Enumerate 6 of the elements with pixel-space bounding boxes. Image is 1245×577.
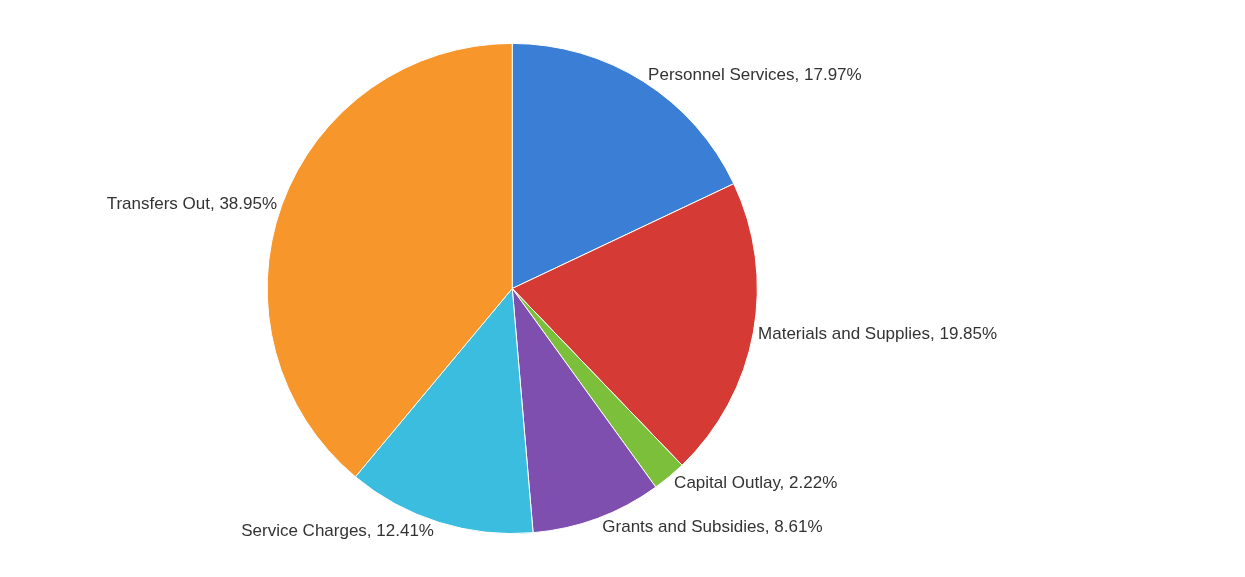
- slice-label: Materials and Supplies, 19.85%: [758, 323, 998, 343]
- slice-label: Service Charges, 12.41%: [241, 521, 434, 541]
- slice-label: Transfers Out, 38.95%: [106, 194, 278, 214]
- slice-label: Personnel Services, 17.97%: [648, 65, 862, 85]
- slice-label: Grants and Subsidies, 8.61%: [602, 517, 823, 537]
- slice-label: Capital Outlay, 2.22%: [674, 472, 838, 492]
